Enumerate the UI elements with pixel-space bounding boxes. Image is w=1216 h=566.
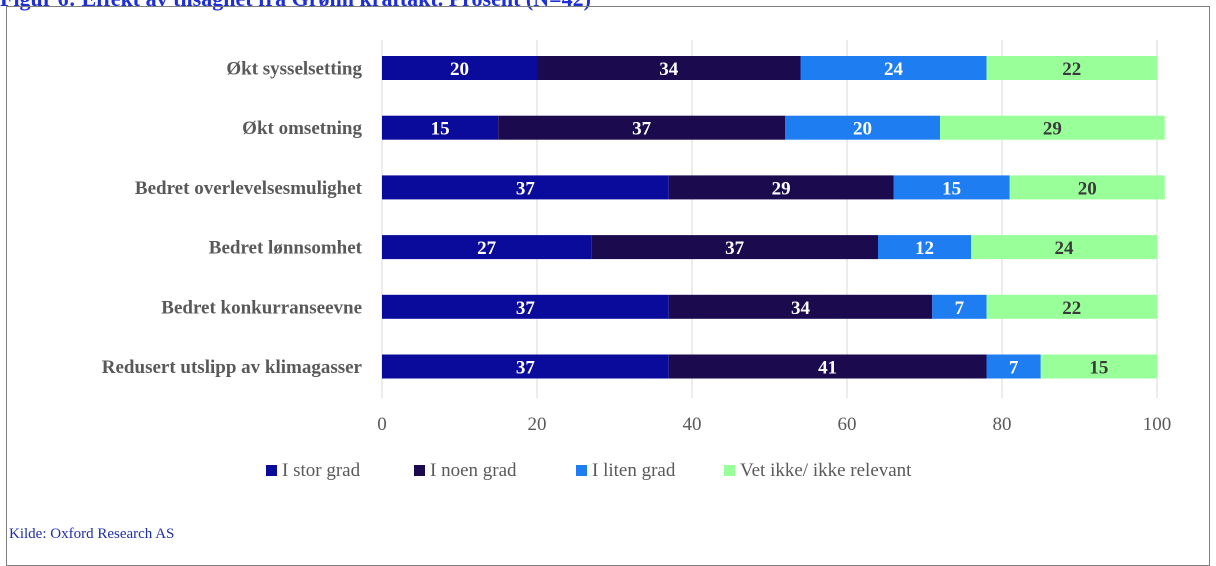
- x-tick-label: 40: [683, 414, 702, 435]
- legend-label: I noen grad: [430, 460, 517, 481]
- bar-segment-vet-ikke-ikke-relevant: [986, 294, 1157, 319]
- data-label: 15: [431, 119, 450, 140]
- x-tick-label: 0: [377, 414, 387, 435]
- data-label: 22: [1062, 298, 1081, 319]
- figure-title: Figur 6: Effekt av tilsagnet fra Grønn k…: [0, 0, 591, 12]
- data-label: 41: [818, 358, 837, 379]
- data-label: 34: [791, 298, 811, 319]
- bar-segment-i-liten-grad: [800, 56, 987, 80]
- bar-segment-vet-ikke-ikke-relevant: [986, 56, 1157, 80]
- x-tick-label: 60: [838, 414, 857, 435]
- bar-segment-i-liten-grad: [785, 115, 940, 140]
- bar-segment-i-stor-grad: [382, 56, 537, 80]
- data-label: 34: [659, 59, 679, 80]
- category-label: Økt omsetning: [242, 118, 362, 139]
- category-label: Redusert utslipp av klimagasser: [102, 357, 363, 378]
- x-tick-label: 100: [1143, 414, 1172, 435]
- data-label: 7: [955, 298, 965, 319]
- legend-swatch-i-noen-grad: [414, 465, 425, 476]
- bar-segment-i-noen-grad: [668, 294, 933, 319]
- bar-segment-vet-ikke-ikke-relevant: [1009, 175, 1165, 200]
- bar-segment-i-stor-grad: [382, 175, 669, 200]
- bar-segment-i-noen-grad: [668, 354, 987, 379]
- data-label: 24: [884, 59, 904, 80]
- bar-segment-vet-ikke-ikke-relevant: [940, 115, 1165, 140]
- bar-segment-i-noen-grad: [591, 235, 878, 260]
- bar-segment-vet-ikke-ikke-relevant: [971, 235, 1157, 260]
- data-label: 27: [477, 238, 497, 259]
- data-label: 22: [1062, 59, 1081, 80]
- category-label: Bedret konkurranseevne: [161, 297, 362, 318]
- legend-swatch-i-stor-grad: [266, 465, 277, 476]
- bar-segment-i-stor-grad: [382, 294, 669, 319]
- bar-segment-i-stor-grad: [382, 354, 669, 379]
- bar-segment-i-liten-grad: [986, 354, 1041, 379]
- x-tick-label: 80: [993, 414, 1012, 435]
- stacked-bar-chart: 0 20 40 60 80 100 Økt sysselsetting 20 34 24 22 Økt…: [102, 40, 1172, 481]
- data-label: 12: [915, 238, 934, 259]
- category-label: Bedret overlevelsesmulighet: [135, 178, 363, 199]
- data-label: 7: [1009, 358, 1019, 379]
- data-label: 29: [772, 178, 791, 199]
- data-label: 37: [516, 298, 536, 319]
- legend-label: Vet ikke/ ikke relevant: [740, 460, 912, 481]
- bar-segment-i-liten-grad: [893, 175, 1010, 200]
- bar-segment-i-liten-grad: [932, 294, 987, 319]
- bar-segment-i-stor-grad: [382, 235, 592, 260]
- bar-segment-vet-ikke-ikke-relevant: [1040, 354, 1157, 379]
- legend-swatch-i-liten-grad: [576, 465, 587, 476]
- legend-label: I stor grad: [282, 460, 361, 481]
- bar-segment-i-noen-grad: [668, 175, 894, 200]
- data-label: 20: [450, 59, 469, 80]
- data-label: 37: [516, 358, 536, 379]
- source-note: Kilde: Oxford Research AS: [9, 526, 175, 542]
- data-label: 24: [1055, 238, 1075, 259]
- legend-swatch-vet-ikke-ikke-relevant: [724, 465, 735, 476]
- data-label: 20: [853, 119, 872, 140]
- data-label: 15: [1089, 358, 1108, 379]
- data-label: 37: [516, 178, 536, 199]
- x-tick-label: 20: [528, 414, 547, 435]
- data-label: 15: [942, 178, 961, 199]
- legend-label: I liten grad: [592, 460, 676, 481]
- category-label: Bedret lønnsomhet: [209, 238, 363, 259]
- category-label: Økt sysselsetting: [226, 59, 362, 80]
- bar-segment-i-noen-grad: [537, 56, 801, 80]
- bar-segment-i-stor-grad: [382, 115, 499, 140]
- data-label: 37: [632, 119, 652, 140]
- bar-segment-i-noen-grad: [498, 115, 785, 140]
- data-label: 37: [725, 238, 745, 259]
- data-label: 29: [1043, 119, 1062, 140]
- bar-segment-i-liten-grad: [878, 235, 971, 260]
- data-label: 20: [1078, 178, 1097, 199]
